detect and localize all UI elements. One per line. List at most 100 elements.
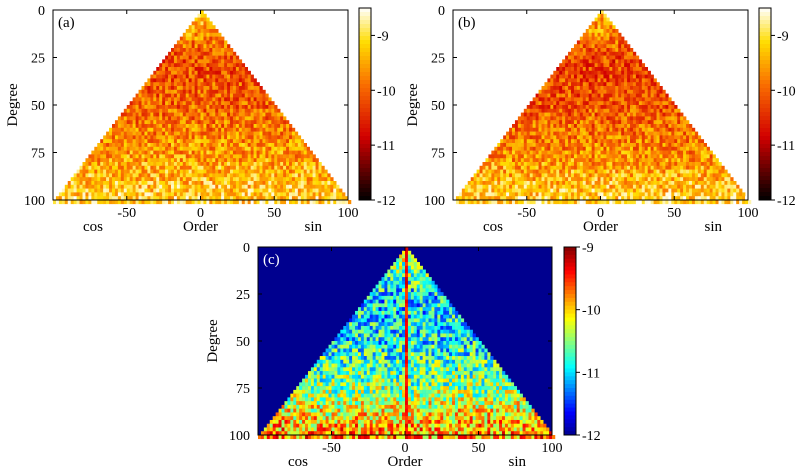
heatmap-cell [565, 78, 569, 83]
heatmap-cell [283, 135, 287, 140]
heatmap-cell [250, 184, 254, 189]
heatmap-cell [224, 120, 228, 125]
heatmap-cell [253, 162, 257, 167]
heatmap-cell [268, 124, 272, 129]
heatmap-cell [153, 93, 157, 98]
heatmap-cell [345, 196, 349, 201]
heatmap-cell [506, 150, 510, 155]
heatmap-cell [600, 97, 604, 102]
heatmap-cell [568, 70, 572, 75]
heatmap-cell [168, 196, 172, 201]
heatmap-cell [289, 154, 293, 159]
heatmap-cell [635, 59, 640, 64]
heatmap-cell [179, 200, 184, 205]
heatmap-cell [129, 124, 133, 129]
heatmap-cell [112, 188, 116, 193]
heatmap-cell [289, 173, 293, 178]
heatmap-cell [603, 154, 607, 159]
heatmap-cell [659, 135, 663, 140]
heatmap-cell [591, 158, 595, 163]
heatmap-cell [553, 70, 557, 75]
heatmap-cell [603, 177, 607, 182]
heatmap-cell [153, 97, 157, 102]
heatmap-cell [206, 70, 210, 75]
heatmap-cell [594, 25, 598, 30]
heatmap-cell [188, 196, 192, 201]
heatmap-cell [529, 108, 533, 113]
heatmap-cell [179, 51, 184, 56]
heatmap-cell [609, 78, 613, 83]
heatmap-cell [647, 74, 651, 79]
heatmap-cell [297, 139, 302, 144]
heatmap-cell [615, 59, 619, 64]
heatmap-cell [603, 74, 607, 79]
heatmap-cell [585, 93, 589, 98]
heatmap-cell [203, 51, 207, 56]
heatmap-cell [230, 188, 234, 193]
heatmap-cell [247, 188, 251, 193]
heatmap-cell [612, 181, 616, 186]
heatmap-cell [535, 108, 539, 113]
heatmap-cell [185, 200, 189, 205]
heatmap-cell [106, 192, 110, 197]
heatmap-cell [265, 97, 269, 102]
heatmap-cell [194, 135, 198, 140]
heatmap-cell [76, 192, 80, 197]
panel-a-colorbar-tick-label: -11 [377, 139, 395, 154]
heatmap-cell [488, 154, 492, 159]
heatmap-cell [153, 181, 157, 186]
heatmap-cell [250, 139, 254, 144]
heatmap-cell [188, 51, 192, 56]
heatmap-cell [132, 173, 136, 178]
heatmap-cell [632, 158, 637, 163]
heatmap-cell [126, 192, 130, 197]
heatmap-cell [241, 192, 246, 197]
heatmap-cell [585, 146, 589, 151]
heatmap-cell [112, 184, 116, 189]
heatmap-cell [538, 112, 542, 117]
heatmap-cell [277, 143, 281, 148]
heatmap-cell [603, 181, 607, 186]
heatmap-cell [141, 146, 145, 151]
heatmap-cell [159, 184, 163, 189]
heatmap-cell [221, 59, 225, 64]
heatmap-cell [538, 154, 542, 159]
heatmap-cell [259, 135, 263, 140]
heatmap-cell [280, 139, 284, 144]
heatmap-cell [109, 150, 113, 155]
heatmap-cell [126, 169, 130, 174]
heatmap-cell [683, 124, 687, 129]
heatmap-cell [55, 200, 60, 205]
colorbar-segment [359, 52, 371, 57]
heatmap-cell [565, 55, 569, 60]
heatmap-cell [585, 29, 589, 34]
heatmap-cell [609, 21, 613, 26]
heatmap-cell [520, 146, 525, 151]
heatmap-cell [697, 181, 702, 186]
heatmap-cell [103, 165, 107, 170]
heatmap-cell [638, 70, 643, 75]
heatmap-cell [253, 188, 257, 193]
heatmap-cell [106, 146, 110, 151]
heatmap-cell [188, 162, 192, 167]
heatmap-cell [76, 177, 80, 182]
heatmap-cell [635, 127, 640, 132]
heatmap-cell [609, 55, 613, 60]
heatmap-cell [241, 173, 246, 178]
heatmap-cell [176, 74, 181, 79]
heatmap-cell [218, 32, 222, 37]
heatmap-cell [612, 55, 616, 60]
heatmap-cell [209, 188, 213, 193]
heatmap-cell [571, 143, 575, 148]
heatmap-cell [209, 162, 213, 167]
heatmap-cell [297, 200, 302, 205]
heatmap-cell [256, 173, 260, 178]
heatmap-cell [173, 181, 178, 186]
heatmap-cell [188, 192, 192, 197]
heatmap-cell [274, 146, 278, 151]
heatmap-cell [206, 127, 210, 132]
heatmap-cell [677, 158, 681, 163]
heatmap-cell [627, 44, 631, 49]
heatmap-cell [197, 51, 201, 56]
heatmap-cell [544, 173, 548, 178]
